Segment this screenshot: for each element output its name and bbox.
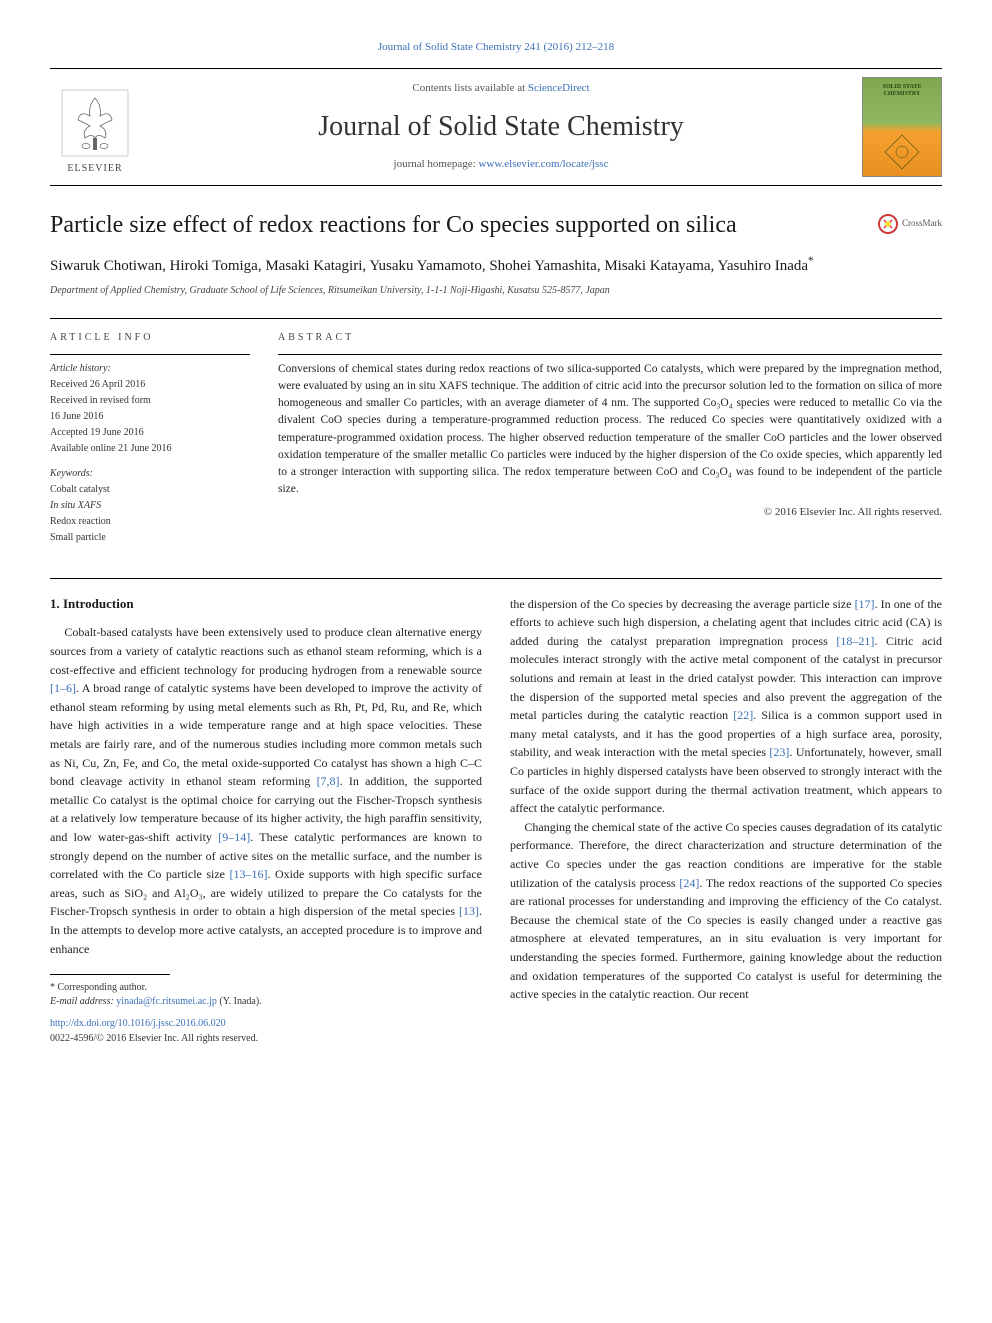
ref-link[interactable]: [17] — [855, 597, 875, 611]
body-columns: 1. Introduction Cobalt-based catalysts h… — [50, 595, 942, 1047]
history-label: Article history: — [50, 361, 250, 376]
ref-link[interactable]: [13–16] — [229, 867, 267, 881]
abstract-header: ABSTRACT — [278, 331, 942, 346]
ref-link[interactable]: [9–14] — [218, 830, 250, 844]
crossmark-icon — [878, 214, 898, 234]
ref-link[interactable]: [23] — [769, 745, 789, 759]
article-title: Particle size effect of redox reactions … — [50, 210, 858, 241]
abstract-copyright: © 2016 Elsevier Inc. All rights reserved… — [278, 505, 942, 521]
footnote-separator — [50, 974, 170, 975]
publisher-logo[interactable]: ELSEVIER — [50, 77, 140, 177]
journal-title: Journal of Solid State Chemistry — [160, 107, 842, 148]
corresponding-marker: * — [808, 255, 814, 267]
keyword: Small particle — [50, 530, 250, 545]
info-divider — [50, 354, 250, 355]
body-text: the dispersion of the Co species by decr… — [510, 595, 942, 1004]
journal-cover-text: SOLID STATE CHEMISTRY — [867, 84, 937, 97]
ref-link[interactable]: [22] — [733, 708, 753, 722]
article-info: ARTICLE INFO Article history: Received 2… — [50, 331, 250, 546]
authors: Siwaruk Chotiwan, Hiroki Tomiga, Masaki … — [50, 253, 942, 278]
publisher-name: ELSEVIER — [67, 162, 122, 177]
homepage-prefix: journal homepage: — [394, 158, 479, 170]
article-info-header: ARTICLE INFO — [50, 331, 250, 346]
keywords: Keywords: Cobalt catalyst In situ XAFS R… — [50, 466, 250, 545]
ref-link[interactable]: [24] — [679, 876, 699, 890]
affiliation: Department of Applied Chemistry, Graduat… — [50, 284, 942, 299]
revised-label: Received in revised form — [50, 393, 250, 408]
crossmark-badge[interactable]: CrossMark — [878, 214, 942, 234]
masthead-center: Contents lists available at ScienceDirec… — [140, 81, 862, 173]
received-date: Received 26 April 2016 — [50, 377, 250, 392]
corresponding-footnote: * Corresponding author. E-mail address: … — [50, 981, 482, 1009]
ref-link[interactable]: [13] — [459, 904, 479, 918]
accepted-date: Accepted 19 June 2016 — [50, 425, 250, 440]
keywords-label: Keywords: — [50, 466, 250, 481]
abstract-divider — [278, 354, 942, 355]
homepage-link[interactable]: www.elsevier.com/locate/jssc — [478, 158, 608, 170]
contents-line: Contents lists available at ScienceDirec… — [160, 81, 842, 97]
article-history: Article history: Received 26 April 2016 … — [50, 361, 250, 456]
crossmark-label: CrossMark — [902, 217, 942, 230]
section-title: 1. Introduction — [50, 595, 482, 614]
email-suffix: (Y. Inada). — [217, 996, 262, 1007]
body-divider — [50, 578, 942, 579]
body-text: Cobalt-based catalysts have been extensi… — [50, 623, 482, 958]
doi-link[interactable]: http://dx.doi.org/10.1016/j.jssc.2016.06… — [50, 1017, 482, 1032]
keyword: In situ XAFS — [50, 498, 250, 513]
column-right: the dispersion of the Co species by decr… — [510, 595, 942, 1047]
abstract-text: Conversions of chemical states during re… — [278, 361, 942, 499]
keyword: Cobalt catalyst — [50, 482, 250, 497]
online-date: Available online 21 June 2016 — [50, 441, 250, 456]
header-citation[interactable]: Journal of Solid State Chemistry 241 (20… — [50, 40, 942, 56]
column-left: 1. Introduction Cobalt-based catalysts h… — [50, 595, 482, 1047]
journal-cover[interactable]: SOLID STATE CHEMISTRY — [862, 77, 942, 177]
homepage-line: journal homepage: www.elsevier.com/locat… — [160, 157, 842, 173]
keyword: Redox reaction — [50, 514, 250, 529]
ref-link[interactable]: [7,8] — [317, 774, 340, 788]
masthead: ELSEVIER Contents lists available at Sci… — [50, 68, 942, 186]
contents-prefix: Contents lists available at — [412, 82, 527, 94]
abstract: ABSTRACT Conversions of chemical states … — [278, 331, 942, 546]
revised-date: 16 June 2016 — [50, 409, 250, 424]
corresponding-label: * Corresponding author. — [50, 981, 482, 995]
ref-link[interactable]: [1–6] — [50, 681, 76, 695]
elsevier-tree-icon — [60, 88, 130, 158]
sciencedirect-link[interactable]: ScienceDirect — [528, 82, 590, 94]
ref-link[interactable]: [18–21] — [836, 634, 874, 648]
divider — [50, 318, 942, 319]
issn-copyright: 0022-4596/© 2016 Elsevier Inc. All right… — [50, 1032, 482, 1047]
email-link[interactable]: yinada@fc.ritsumei.ac.jp — [116, 996, 217, 1007]
email-label: E-mail address: — [50, 996, 116, 1007]
